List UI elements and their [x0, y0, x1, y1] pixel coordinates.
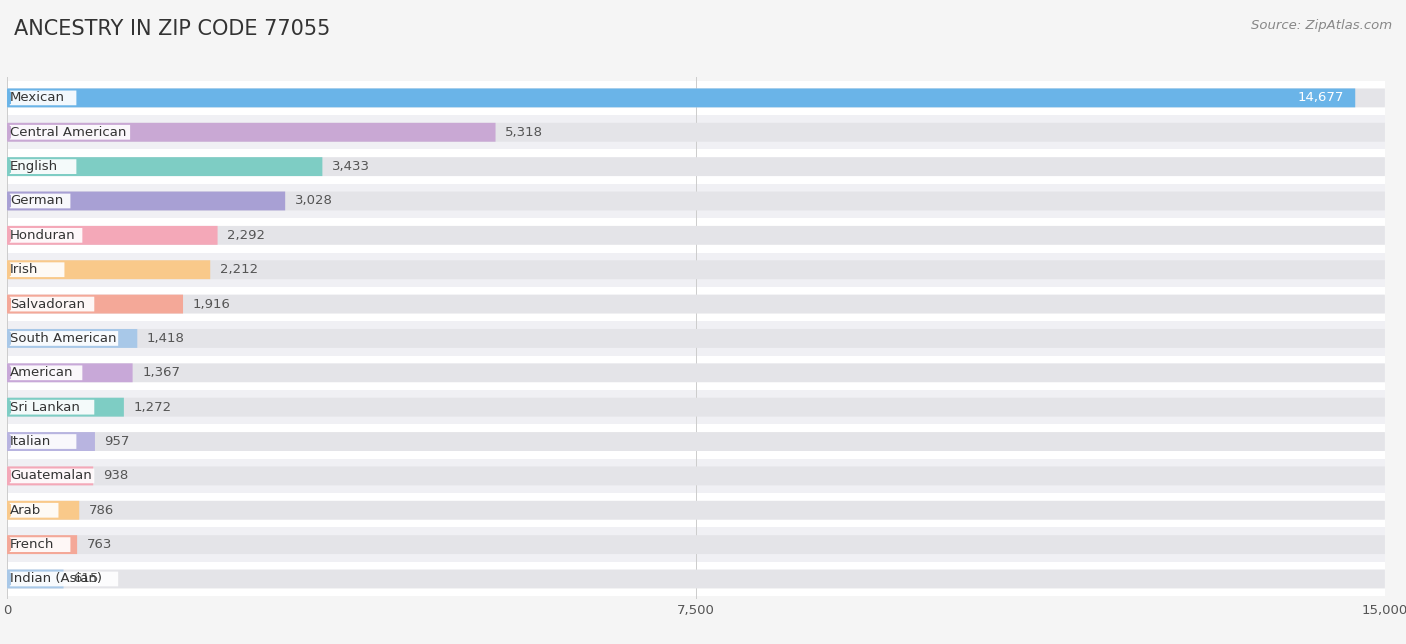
- Text: 1,272: 1,272: [134, 401, 172, 413]
- Bar: [7, 390, 1406, 424]
- FancyBboxPatch shape: [7, 466, 1385, 486]
- Text: Indian (Asian): Indian (Asian): [10, 573, 101, 585]
- FancyBboxPatch shape: [7, 466, 93, 486]
- FancyBboxPatch shape: [10, 469, 94, 483]
- FancyBboxPatch shape: [7, 432, 96, 451]
- Text: Irish: Irish: [10, 263, 38, 276]
- Text: ANCESTRY IN ZIP CODE 77055: ANCESTRY IN ZIP CODE 77055: [14, 19, 330, 39]
- Bar: [7, 424, 1406, 459]
- Text: Source: ZipAtlas.com: Source: ZipAtlas.com: [1251, 19, 1392, 32]
- Bar: [7, 287, 1406, 321]
- Text: 3,028: 3,028: [295, 194, 333, 207]
- Bar: [7, 149, 1406, 184]
- Text: 1,916: 1,916: [193, 298, 231, 310]
- Text: 763: 763: [87, 538, 112, 551]
- FancyBboxPatch shape: [10, 365, 83, 380]
- FancyBboxPatch shape: [7, 157, 322, 176]
- Text: 3,433: 3,433: [332, 160, 370, 173]
- FancyBboxPatch shape: [7, 569, 1385, 589]
- FancyBboxPatch shape: [10, 125, 131, 140]
- Bar: [7, 459, 1406, 493]
- FancyBboxPatch shape: [7, 191, 1385, 211]
- FancyBboxPatch shape: [7, 398, 1385, 417]
- Bar: [7, 184, 1406, 218]
- Bar: [7, 115, 1406, 149]
- FancyBboxPatch shape: [10, 331, 118, 346]
- Bar: [7, 527, 1406, 562]
- Text: English: English: [10, 160, 58, 173]
- Text: German: German: [10, 194, 63, 207]
- FancyBboxPatch shape: [10, 537, 70, 552]
- Text: 1,367: 1,367: [142, 366, 180, 379]
- FancyBboxPatch shape: [7, 88, 1385, 108]
- FancyBboxPatch shape: [7, 123, 495, 142]
- FancyBboxPatch shape: [10, 262, 65, 277]
- Text: Guatemalan: Guatemalan: [10, 469, 91, 482]
- FancyBboxPatch shape: [7, 191, 285, 211]
- FancyBboxPatch shape: [10, 572, 118, 586]
- Text: 615: 615: [73, 573, 98, 585]
- FancyBboxPatch shape: [7, 295, 1385, 314]
- FancyBboxPatch shape: [10, 400, 94, 415]
- FancyBboxPatch shape: [7, 123, 1385, 142]
- Text: 2,212: 2,212: [219, 263, 257, 276]
- FancyBboxPatch shape: [7, 329, 1385, 348]
- FancyBboxPatch shape: [7, 295, 183, 314]
- FancyBboxPatch shape: [7, 260, 211, 279]
- Text: French: French: [10, 538, 55, 551]
- FancyBboxPatch shape: [7, 329, 138, 348]
- Text: 1,418: 1,418: [148, 332, 184, 345]
- Text: 786: 786: [89, 504, 114, 516]
- Text: Salvadoran: Salvadoran: [10, 298, 84, 310]
- Bar: [7, 218, 1406, 252]
- Text: South American: South American: [10, 332, 117, 345]
- Text: 957: 957: [104, 435, 129, 448]
- FancyBboxPatch shape: [10, 503, 59, 518]
- FancyBboxPatch shape: [10, 434, 76, 449]
- Bar: [7, 355, 1406, 390]
- Text: Central American: Central American: [10, 126, 127, 138]
- Text: 938: 938: [103, 469, 128, 482]
- FancyBboxPatch shape: [7, 569, 63, 589]
- Text: 5,318: 5,318: [505, 126, 543, 138]
- FancyBboxPatch shape: [7, 226, 1385, 245]
- Text: Italian: Italian: [10, 435, 51, 448]
- Bar: [7, 252, 1406, 287]
- Bar: [7, 321, 1406, 355]
- Bar: [7, 562, 1406, 596]
- Bar: [7, 493, 1406, 527]
- FancyBboxPatch shape: [7, 363, 132, 383]
- FancyBboxPatch shape: [10, 159, 76, 174]
- FancyBboxPatch shape: [7, 501, 79, 520]
- Text: 2,292: 2,292: [228, 229, 266, 242]
- FancyBboxPatch shape: [7, 260, 1385, 279]
- FancyBboxPatch shape: [7, 226, 218, 245]
- FancyBboxPatch shape: [7, 157, 1385, 176]
- Text: American: American: [10, 366, 73, 379]
- Bar: [7, 80, 1406, 115]
- FancyBboxPatch shape: [7, 432, 1385, 451]
- FancyBboxPatch shape: [7, 398, 124, 417]
- FancyBboxPatch shape: [10, 297, 94, 312]
- FancyBboxPatch shape: [7, 501, 1385, 520]
- FancyBboxPatch shape: [7, 88, 1355, 108]
- FancyBboxPatch shape: [7, 535, 77, 554]
- Text: Arab: Arab: [10, 504, 41, 516]
- FancyBboxPatch shape: [10, 91, 76, 105]
- FancyBboxPatch shape: [7, 535, 1385, 554]
- Text: Sri Lankan: Sri Lankan: [10, 401, 80, 413]
- FancyBboxPatch shape: [10, 228, 83, 243]
- FancyBboxPatch shape: [7, 363, 1385, 383]
- Text: 14,677: 14,677: [1298, 91, 1344, 104]
- FancyBboxPatch shape: [10, 194, 70, 209]
- Text: Mexican: Mexican: [10, 91, 65, 104]
- Text: Honduran: Honduran: [10, 229, 76, 242]
